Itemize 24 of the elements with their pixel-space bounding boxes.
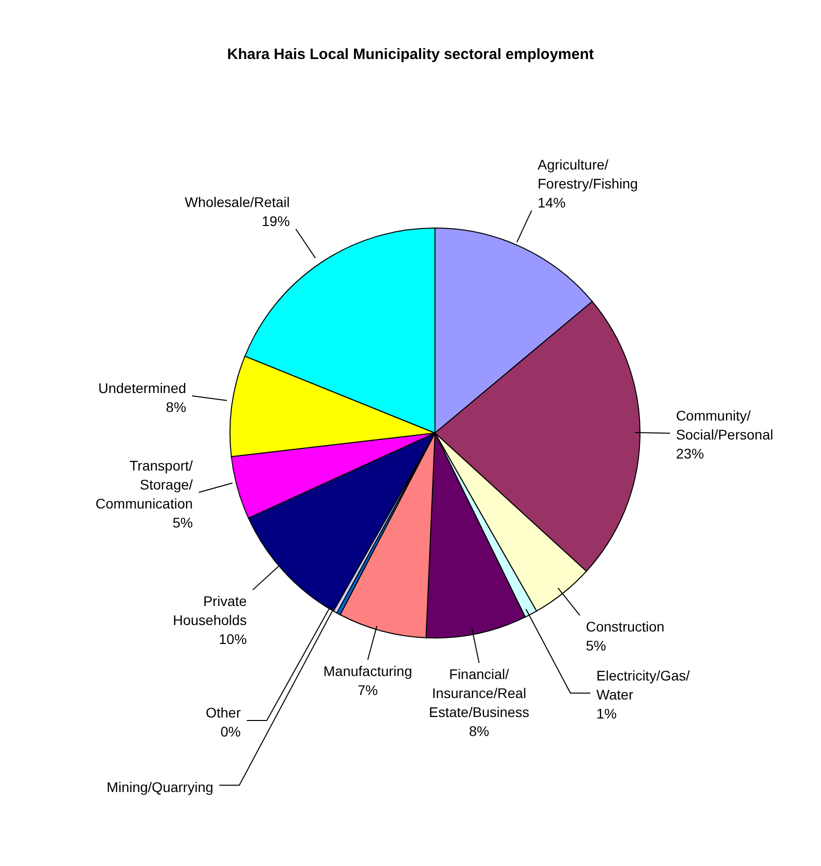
slice-label: Transport/Storage/Communication: [96, 457, 193, 512]
data-label: 10%: [218, 630, 247, 647]
slice-label: Mining/Quarrying: [106, 778, 214, 795]
slice-label: Manufacturing: [323, 662, 412, 679]
data-label: 8%: [166, 398, 186, 415]
slice-label: Community/Social/Personal: [676, 408, 774, 443]
data-label: 14%: [538, 194, 566, 211]
data-label: 19%: [262, 213, 290, 230]
slice-label: Construction: [586, 618, 664, 634]
slice-label: Other: [206, 704, 242, 721]
chart-title: Khara Hais Local Municipality sectoral employment: [226, 46, 595, 63]
data-label: 8%: [469, 722, 490, 739]
slice-label: Electricity/Gas/Water: [596, 668, 690, 703]
data-label: 1%: [596, 706, 617, 722]
data-label: 0%: [220, 724, 241, 740]
data-label: 7%: [358, 682, 378, 698]
slice-label: Wholesale/Retail: [184, 194, 290, 210]
slice-label: Undetermined: [98, 380, 186, 396]
slice-label: Agriculture/Forestry/Fishing: [538, 156, 638, 192]
data-label: 5%: [586, 637, 606, 654]
data-label: 5%: [172, 514, 193, 530]
data-label: 23%: [676, 446, 704, 462]
slice-label: Financial/Insurance/Real Estate/Business: [428, 666, 530, 720]
slice-label: Private Households: [172, 592, 247, 628]
